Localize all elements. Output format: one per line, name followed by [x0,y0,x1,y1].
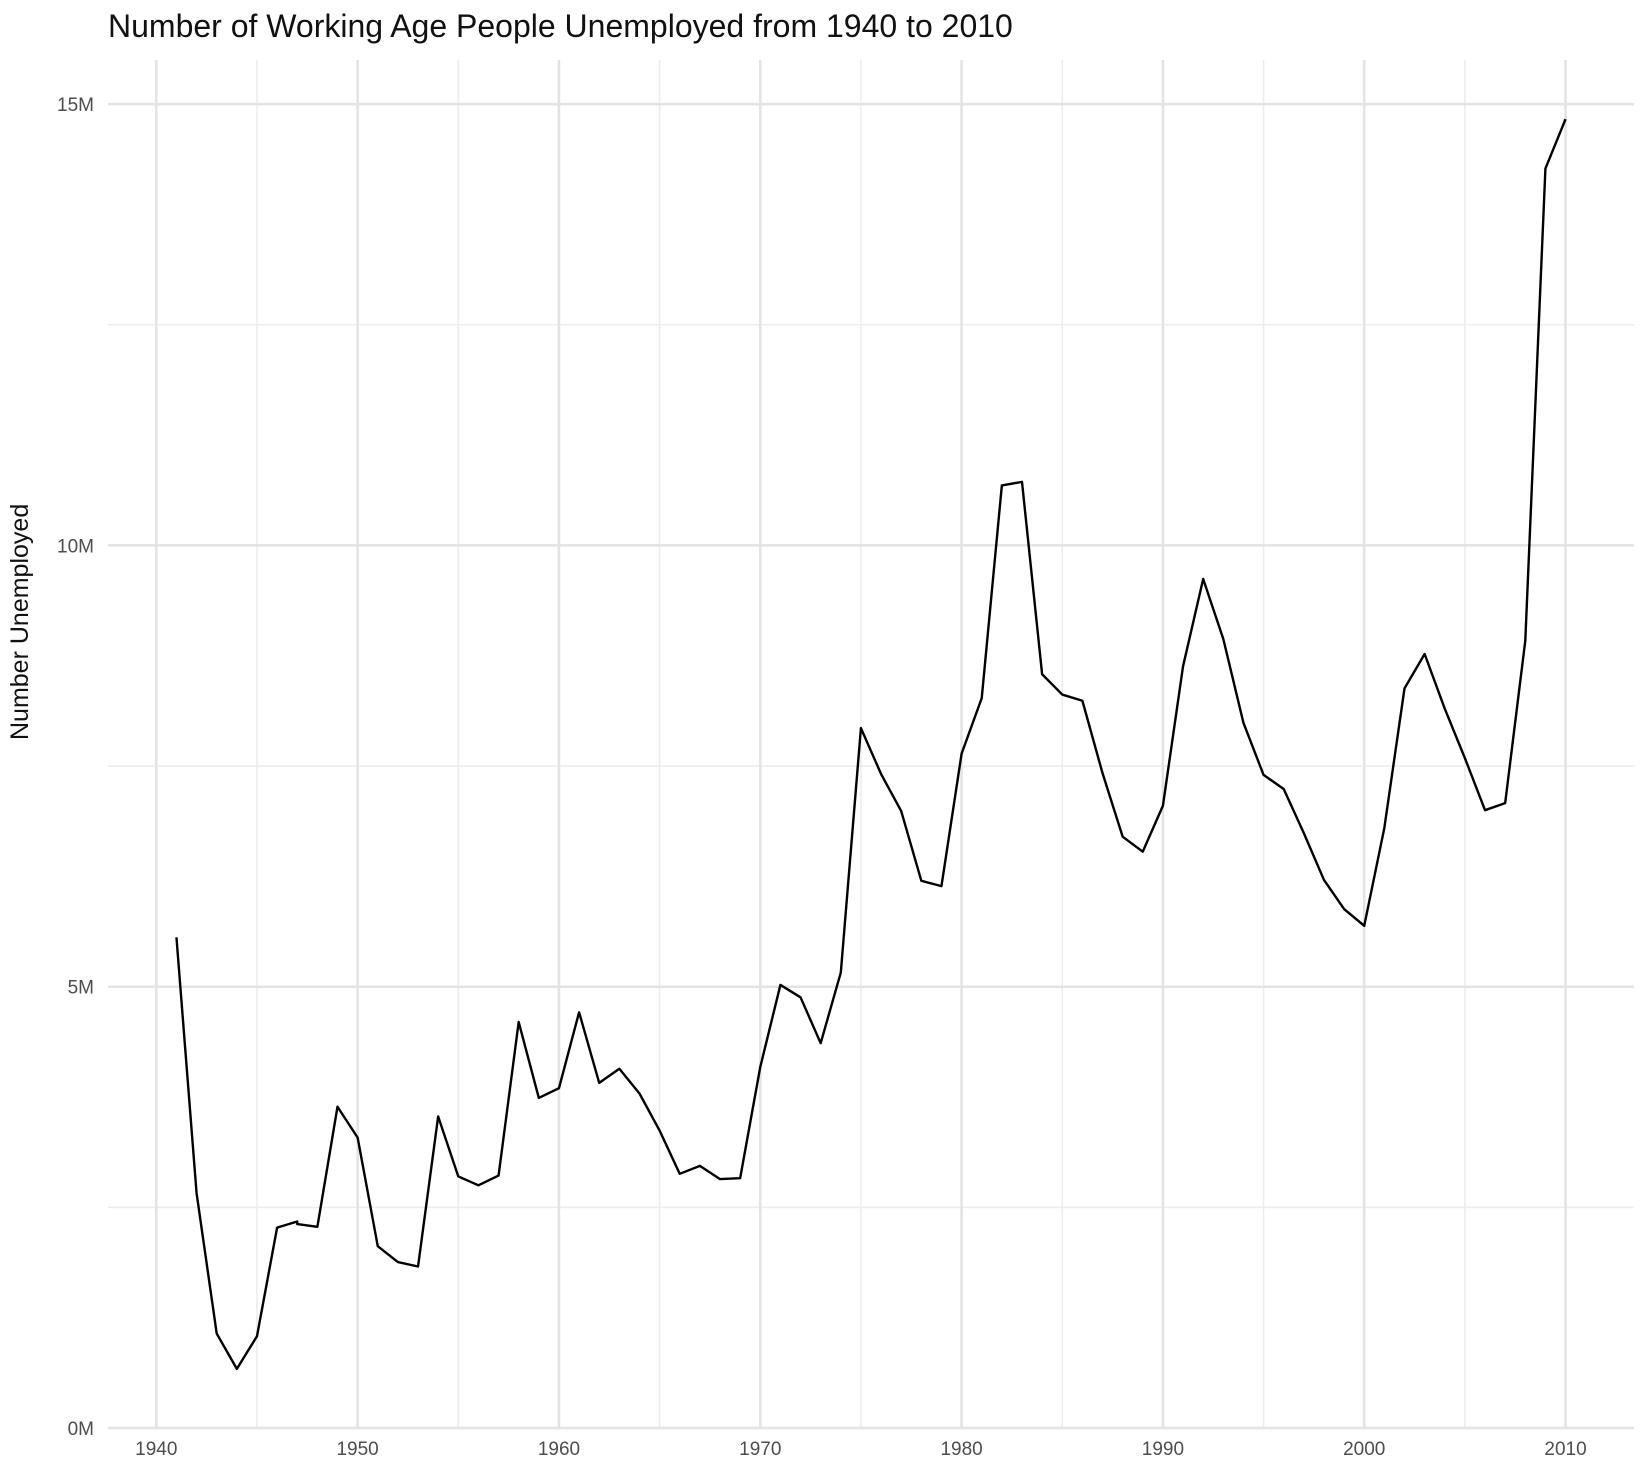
x-axis-ticks: 1940 1950 1960 1970 1980 1990 2000 2010 [135,1439,1587,1460]
x-tick-label: 2000 [1343,1439,1385,1460]
x-tick-label: 2010 [1544,1439,1586,1460]
y-axis-ticks: 0M 5M 10M 15M [57,95,94,1440]
x-tick-label: 1960 [538,1439,580,1460]
x-tick-label: 1950 [336,1439,378,1460]
y-tick-label: 10M [57,536,94,557]
y-tick-label: 5M [68,978,94,999]
x-tick-label: 1970 [739,1439,781,1460]
x-tick-label: 1990 [1142,1439,1184,1460]
x-tick-label: 1940 [135,1439,177,1460]
y-tick-label: 0M [68,1419,94,1440]
minor-gridlines [108,60,1634,1428]
major-gridlines [108,60,1634,1430]
chart-title: Number of Working Age People Unemployed … [108,8,1013,44]
x-tick-label: 1980 [940,1439,982,1460]
series-layer [175,118,1567,1371]
series-line [175,118,1567,1371]
y-tick-label: 15M [57,95,94,116]
